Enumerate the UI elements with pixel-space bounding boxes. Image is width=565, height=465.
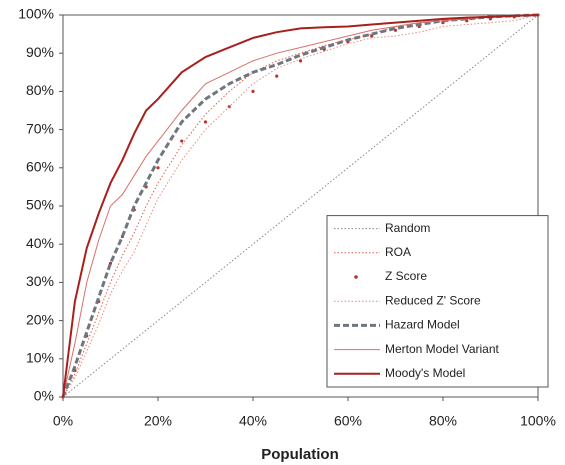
y-tick-label: 100% (18, 6, 54, 22)
legend-label: Moody's Model (385, 366, 465, 380)
x-tick-label: 80% (429, 413, 457, 429)
legend-label: ROA (385, 245, 411, 259)
y-tick-label: 0% (34, 388, 54, 404)
data-point (298, 59, 303, 63)
x-tick-label: 0% (53, 413, 73, 429)
series-line (62, 14, 539, 398)
data-point (180, 139, 184, 143)
x-tick-label: 20% (144, 413, 172, 429)
y-tick-label: 70% (26, 120, 54, 136)
legend-label: Random (385, 221, 430, 235)
y-tick-label: 80% (26, 82, 54, 98)
series-line (62, 14, 539, 398)
series-line (62, 14, 539, 398)
data-point (156, 166, 160, 170)
legend-swatch (354, 275, 358, 279)
y-tick-label: 90% (26, 44, 54, 60)
data-point (251, 89, 255, 93)
y-tick-label: 30% (26, 273, 54, 289)
data-point (275, 74, 279, 78)
legend-label: Hazard Model (385, 318, 460, 332)
legend-label: Reduced Z' Score (385, 293, 481, 307)
y-tick-label: 10% (26, 350, 54, 366)
y-tick-label: 60% (26, 159, 54, 175)
y-tick-label: 20% (26, 311, 54, 327)
x-tick-label: 60% (334, 413, 362, 429)
x-axis-label: Population (261, 446, 339, 463)
y-tick-label: 40% (26, 235, 54, 251)
series-line (62, 14, 539, 398)
legend-label: Z Score (385, 269, 427, 283)
data-point (203, 120, 208, 124)
x-tick-label: 40% (239, 413, 267, 429)
legend-box (326, 215, 549, 388)
x-tick-label: 100% (520, 413, 556, 429)
y-tick-label: 50% (26, 197, 54, 213)
legend-label: Merton Model Variant (385, 342, 499, 356)
legend: Random ROA Z Score Reduced Z' Score Hazard M… (326, 215, 549, 388)
